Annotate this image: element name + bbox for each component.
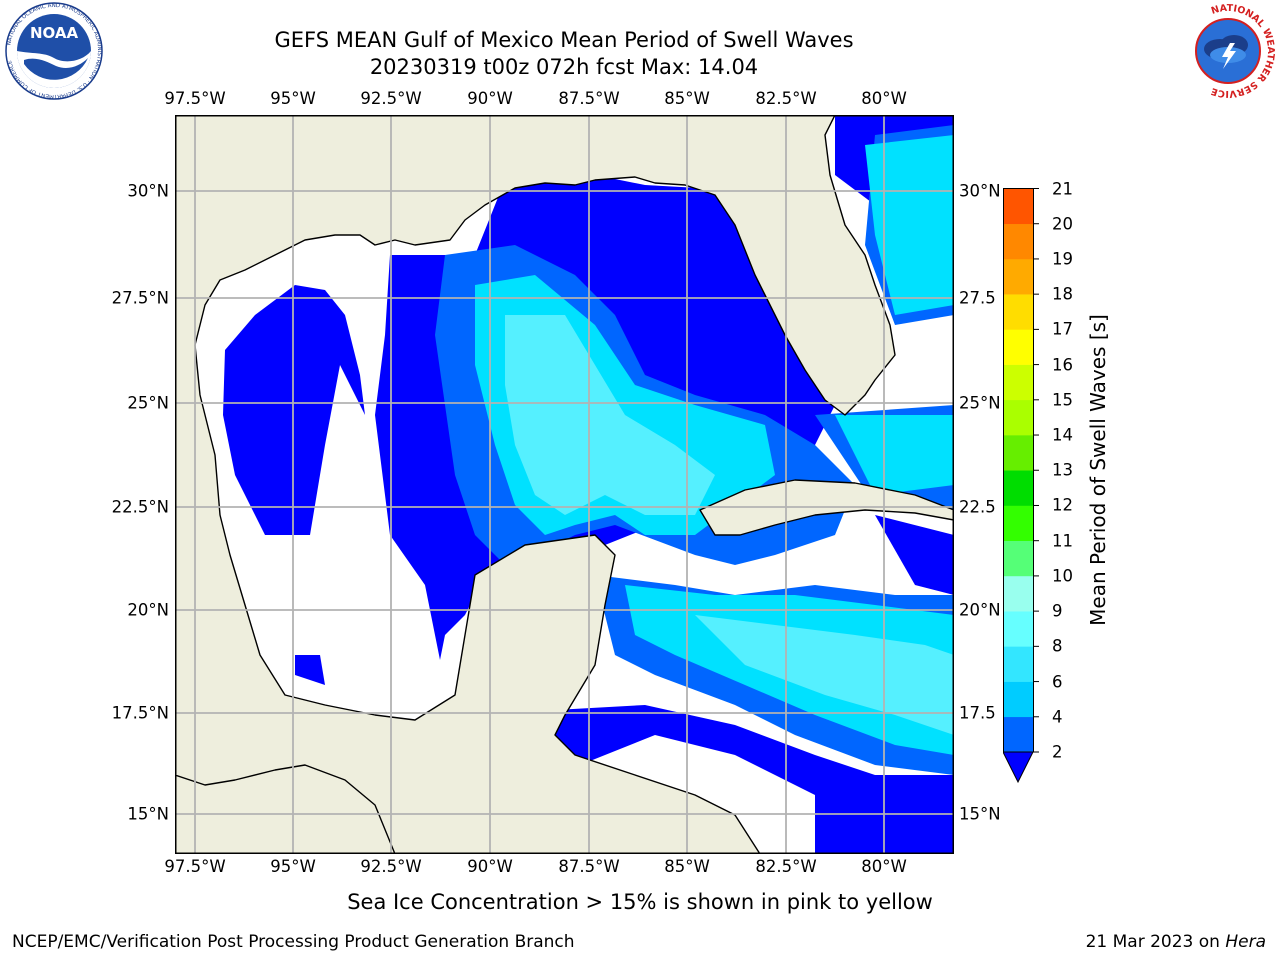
colorbar-segment (1003, 716, 1034, 753)
lat-tick-label: 17.5°N (111, 703, 169, 723)
colorbar-tick-label: 2 (1052, 742, 1063, 762)
colorbar-tick-label: 21 (1052, 179, 1073, 198)
colorbar-segment (1003, 364, 1034, 401)
lon-tick-label: 85°W (664, 857, 710, 876)
lat-tick-label: 20°N (959, 600, 1001, 620)
colorbar-tick-label: 17 (1052, 319, 1073, 339)
lon-tick-label: 80°W (861, 857, 907, 876)
lon-tick-label: 97.5°W (164, 857, 226, 876)
colorbar (1003, 188, 1039, 784)
colorbar-segment (1003, 188, 1034, 225)
lon-tick-label: 90°W (467, 857, 513, 876)
machine-name: Hera (1225, 932, 1266, 952)
lon-tick-label: 87.5°W (558, 89, 620, 108)
lat-tick-label: 25°N (127, 393, 169, 413)
colorbar-segment (1003, 399, 1034, 436)
lon-tick-label: 82.5°W (755, 857, 817, 876)
colorbar-tick-label: 16 (1052, 355, 1073, 375)
lat-tick-label: 30°N (127, 181, 169, 201)
chart-title: GEFS MEAN Gulf of Mexico Mean Period of … (274, 28, 854, 52)
date-label: 21 Mar 2023 on (1085, 932, 1220, 952)
lat-tick-label: 30°N (959, 181, 1001, 201)
colorbar-segment (1003, 470, 1034, 506)
lon-tick-label: 92.5°W (360, 89, 422, 108)
lat-tick-label: 27.5 (959, 288, 996, 308)
colorbar-tick-label: 19 (1052, 249, 1073, 269)
colorbar-segment (1003, 540, 1034, 577)
lon-tick-label: 80°W (861, 89, 907, 108)
map-border (175, 115, 954, 854)
credit-text: NCEP/EMC/Verification Post Processing Pr… (12, 932, 575, 952)
lon-tick-label: 87.5°W (558, 857, 620, 876)
colorbar-tick-label: 9 (1052, 601, 1063, 621)
colorbar-tick-label: 10 (1052, 566, 1073, 586)
colorbar-segment (1003, 505, 1034, 541)
colorbar-segment (1003, 681, 1034, 718)
nws-logo: NATIONAL WEATHER SERVICE (1181, 3, 1276, 99)
colorbar-tick-label: 18 (1052, 284, 1073, 304)
lon-tick-label: 97.5°W (164, 89, 226, 108)
colorbar-tick-label: 12 (1052, 495, 1073, 515)
colorbar-segments (1003, 188, 1034, 753)
lon-tick-label: 95°W (270, 857, 316, 876)
map-panel[interactable] (175, 115, 954, 854)
colorbar-tick-label: 8 (1052, 636, 1063, 656)
swell-field-6-8 (505, 315, 954, 735)
colorbar-tick-label: 15 (1052, 390, 1073, 410)
colorbar-title: Mean Period of Swell Waves [s] (1086, 314, 1110, 626)
colorbar-tick-label: 14 (1052, 425, 1073, 445)
colorbar-segment (1003, 258, 1034, 295)
lat-tick-label: 15°N (127, 804, 169, 824)
colorbar-segment (1003, 329, 1034, 365)
colorbar-tick-label: 4 (1052, 707, 1063, 727)
colorbar-segment (1003, 435, 1034, 471)
colorbar-tick-label: 13 (1052, 460, 1073, 480)
colorbar-segment (1003, 611, 1034, 647)
lat-tick-label: 22.5°N (111, 497, 169, 517)
lat-tick-label: 20°N (127, 600, 169, 620)
noaa-logo-text: NOAA (30, 24, 79, 42)
colorbar-extend-triangle (1003, 751, 1034, 784)
sea-ice-note: Sea Ice Concentration > 15% is shown in … (347, 890, 933, 914)
lat-tick-label: 27.5°N (111, 288, 169, 308)
colorbar-tick-label: 6 (1052, 672, 1063, 692)
lat-tick-label: 25°N (959, 393, 1001, 413)
lon-tick-label: 90°W (467, 89, 513, 108)
lat-tick-label: 15°N (959, 804, 1001, 824)
colorbar-tick-label: 20 (1052, 214, 1073, 234)
colorbar-segment (1003, 575, 1034, 612)
lat-tick-label: 17.5 (959, 703, 996, 723)
colorbar-tick-label: 11 (1052, 531, 1073, 551)
lon-tick-label: 82.5°W (755, 89, 817, 108)
colorbar-segment (1003, 294, 1034, 330)
lon-tick-label: 95°W (270, 89, 316, 108)
colorbar-segment (1003, 646, 1034, 682)
colorbar-segment (1003, 223, 1034, 260)
map-canvas[interactable] (175, 115, 954, 854)
chart-subtitle: 20230319 t00z 072h fcst Max: 14.04 (369, 55, 759, 79)
lon-tick-label: 92.5°W (360, 857, 422, 876)
graticule (175, 115, 954, 854)
noaa-logo: NATIONAL OCEANIC AND ATMOSPHERIC ADMINIS… (5, 2, 103, 100)
date-text: 21 Mar 2023 on Hera (1086, 932, 1266, 952)
lat-tick-label: 22.5 (959, 497, 996, 517)
lon-tick-label: 85°W (664, 89, 710, 108)
